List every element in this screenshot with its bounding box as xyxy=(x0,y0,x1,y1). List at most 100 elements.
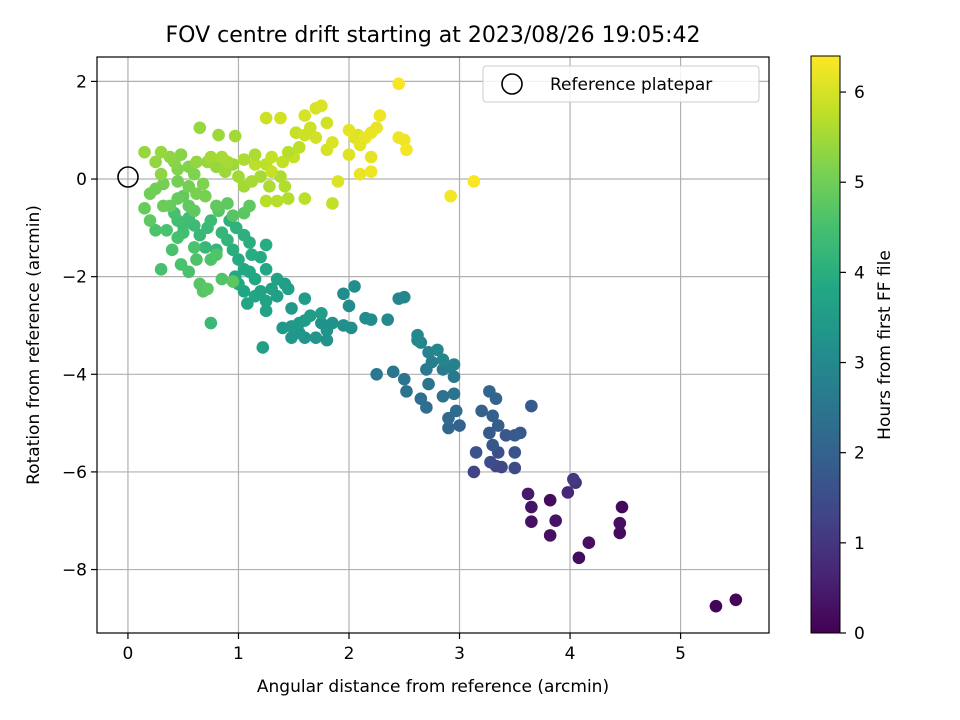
scatter-point xyxy=(226,275,240,288)
colorbar-tick-label: 6 xyxy=(854,83,865,103)
scatter-point xyxy=(281,282,295,296)
scatter-point xyxy=(447,358,461,371)
scatter-point xyxy=(182,199,196,213)
scatter-point xyxy=(425,355,439,369)
y-tick-label: 2 xyxy=(76,72,87,92)
x-tick-label: 2 xyxy=(344,644,355,664)
scatter-point xyxy=(315,306,328,320)
scatter-point xyxy=(254,170,267,183)
scatter-point xyxy=(309,331,323,344)
scatter-point xyxy=(525,500,538,514)
grid-lines xyxy=(97,57,769,633)
colorbar-tick-label: 5 xyxy=(854,173,865,193)
scatter-point xyxy=(304,121,317,135)
scatter-point xyxy=(204,150,218,164)
scatter-point xyxy=(397,133,411,147)
scatter-point xyxy=(298,109,312,122)
scatter-point xyxy=(320,116,334,130)
scatter-point xyxy=(508,429,522,442)
scatter-point xyxy=(411,328,424,342)
scatter-point xyxy=(241,297,254,310)
scatter-point xyxy=(331,175,345,188)
legend-label: Reference platepar xyxy=(550,75,712,95)
scatter-point xyxy=(221,155,234,169)
scatter-point xyxy=(337,319,350,332)
scatter-point xyxy=(483,426,496,440)
scatter-point xyxy=(259,304,273,318)
colorbar-tick-label: 0 xyxy=(854,624,865,644)
scatter-point xyxy=(259,238,273,252)
scatter-point xyxy=(397,372,411,386)
scatter-point xyxy=(508,446,522,459)
scatter-point xyxy=(278,180,292,193)
scatter-point xyxy=(274,111,287,125)
scatter-point xyxy=(270,272,284,286)
y-tick-label: −6 xyxy=(62,463,87,483)
scatter-point xyxy=(447,387,461,401)
colorbar-tick-label: 1 xyxy=(854,534,865,554)
scatter-point xyxy=(453,419,466,432)
scatter-point xyxy=(567,472,580,486)
scatter-point xyxy=(174,148,188,161)
scatter-point xyxy=(138,202,151,215)
scatter-point xyxy=(469,446,483,459)
scatter-point xyxy=(613,526,627,540)
scatter-point xyxy=(232,170,245,183)
scatter-point xyxy=(444,189,457,203)
scatter-point xyxy=(256,341,270,354)
scatter-point xyxy=(298,292,312,305)
scatter-point xyxy=(342,148,356,161)
scatter-point xyxy=(353,167,367,181)
scatter-point xyxy=(187,241,201,254)
scatter-point xyxy=(414,392,428,405)
scatter-point xyxy=(281,192,295,205)
scatter-points xyxy=(138,77,743,613)
scatter-point xyxy=(484,455,497,469)
y-axis-title: Rotation from reference (arcmin) xyxy=(24,205,44,485)
scatter-point xyxy=(342,123,356,137)
scatter-point xyxy=(467,465,481,479)
scatter-point xyxy=(276,155,289,169)
scatter-point xyxy=(436,389,450,403)
x-tick-label: 1 xyxy=(233,644,244,664)
scatter-point xyxy=(508,461,522,475)
scatter-point xyxy=(138,145,151,159)
scatter-point xyxy=(265,150,278,164)
x-tick-label: 5 xyxy=(675,644,686,664)
x-axis: 0 1 2 3 4 5 xyxy=(123,633,686,664)
colorbar-ticks: 0 1 2 3 4 5 6 xyxy=(840,83,865,644)
scatter-point xyxy=(193,121,207,135)
scatter-point xyxy=(165,243,179,257)
x-tick-label: 3 xyxy=(454,644,465,664)
x-tick-label: 0 xyxy=(123,644,134,664)
scatter-point xyxy=(285,331,298,344)
scatter-point xyxy=(190,253,203,266)
scatter-point xyxy=(190,155,203,169)
scatter-point xyxy=(210,248,223,261)
scatter-point xyxy=(160,223,173,237)
scatter-point xyxy=(265,165,278,179)
scatter-point xyxy=(196,177,210,191)
scatter-point xyxy=(392,77,406,91)
colorbar-tick-label: 2 xyxy=(854,444,865,464)
legend-marker-icon xyxy=(501,73,523,95)
scatter-point xyxy=(326,197,339,210)
scatter-point xyxy=(729,593,743,607)
scatter-point xyxy=(373,109,387,122)
scatter-point xyxy=(298,192,312,205)
legend: Reference platepar xyxy=(482,65,760,103)
scatter-point xyxy=(381,313,394,326)
scatter-point xyxy=(486,409,499,423)
legend-box xyxy=(482,65,760,103)
scatter-point xyxy=(226,209,240,222)
scatter-point xyxy=(157,177,170,191)
scatter-point xyxy=(499,429,513,442)
scatter-point xyxy=(320,333,334,347)
scatter-point xyxy=(582,536,596,549)
scatter-point xyxy=(171,231,184,244)
scatter-point xyxy=(370,121,383,135)
scatter-point xyxy=(613,516,627,530)
reference-platepar-marker xyxy=(117,166,139,188)
scatter-point xyxy=(304,309,317,323)
scatter-point xyxy=(226,243,240,257)
